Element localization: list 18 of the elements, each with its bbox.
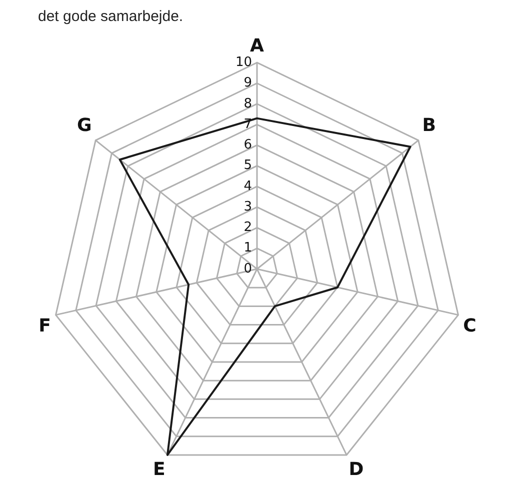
y-tick-label: 8: [244, 96, 252, 112]
y-tick-label: 6: [244, 138, 252, 153]
spoke-label: F: [38, 316, 51, 337]
y-tick-label: 5: [244, 158, 252, 174]
y-tick-label: 2: [244, 220, 252, 236]
spoke-label: B: [422, 115, 436, 136]
y-tick-label: 9: [244, 76, 252, 91]
spoke-label: C: [463, 316, 476, 337]
y-tick-label: 3: [244, 199, 252, 214]
y-tick-label: 4: [244, 178, 252, 194]
y-tick-label: 10: [235, 54, 252, 70]
spoke-label: A: [250, 35, 264, 56]
spoke-label: G: [76, 115, 92, 136]
spoke-label: D: [348, 458, 364, 480]
spoke-label: E: [152, 458, 166, 480]
y-tick-label: 0: [244, 261, 252, 276]
text: det gode samarbejde.: [37, 8, 184, 25]
y-tick-label: 1: [244, 240, 252, 256]
